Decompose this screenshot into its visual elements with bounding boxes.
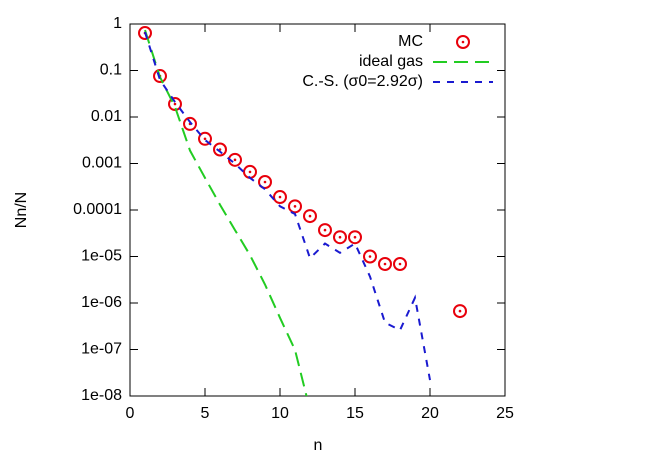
marker-dot (278, 195, 282, 199)
mc-point (213, 142, 227, 157)
marker-dot (173, 102, 177, 106)
mc-point (303, 209, 317, 224)
x-tick-label: 25 (496, 405, 514, 422)
y-tick-label: 0.01 (91, 108, 122, 125)
marker-ring (288, 199, 302, 214)
marker-ring (273, 190, 287, 205)
marker-dot (263, 180, 267, 184)
x-axis-label: n (314, 437, 323, 454)
legend-marker (456, 35, 470, 49)
marker-dot (248, 170, 252, 174)
mc-point (363, 249, 377, 264)
y-tick-label: 0.1 (100, 62, 122, 79)
plot-area (138, 26, 467, 396)
marker-ring (168, 97, 182, 112)
marker-dot (293, 205, 297, 208)
marker-dot (368, 255, 372, 258)
mc-point (333, 230, 347, 245)
marker-dot (233, 158, 237, 162)
legend-label: C.-S. (σ0=2.92σ) (302, 73, 423, 90)
y-tick-label: 1e-07 (81, 341, 122, 358)
mc-point (273, 190, 287, 205)
mc-point (318, 223, 332, 238)
mc-point (378, 256, 392, 271)
y-tick-label: 0.001 (82, 155, 122, 172)
marker-ring (393, 256, 407, 271)
mc-point (453, 304, 467, 319)
x-tick-label: 20 (421, 405, 439, 422)
marker-ring (213, 142, 227, 157)
legend-label: MC (398, 33, 423, 50)
marker-ring (363, 249, 377, 264)
legend-marker (461, 40, 465, 44)
marker-ring (318, 223, 332, 238)
marker-dot (323, 228, 327, 232)
marker-ring (198, 131, 212, 146)
marker-dot (338, 235, 342, 239)
mc-point (198, 131, 212, 146)
x-tick-label: 10 (271, 405, 289, 422)
marker-ring (453, 304, 467, 319)
y-tick-label: 1e-08 (81, 387, 122, 404)
mc-point (168, 97, 182, 112)
marker-ring (138, 26, 152, 41)
marker-ring (183, 116, 197, 131)
y-tick-label: 1 (113, 15, 122, 32)
mc-point (288, 199, 302, 214)
marker-dot (308, 214, 312, 218)
marker-dot (458, 309, 462, 313)
marker-ring (303, 209, 317, 224)
x-tick-label: 15 (346, 405, 364, 422)
marker-dot (398, 262, 402, 266)
x-tick-label: 5 (201, 405, 210, 422)
legend-label: ideal gas (359, 53, 423, 70)
x-tick-label: 0 (126, 405, 135, 422)
marker-dot (383, 262, 387, 266)
marker-dot (203, 137, 207, 141)
marker-ring (378, 256, 392, 271)
marker-dot (353, 235, 357, 239)
y-tick-label: 1e-06 (81, 294, 122, 311)
mc-point (243, 164, 257, 179)
marker-ring (153, 69, 167, 84)
mc-point (393, 256, 407, 271)
y-axis-label: Nn/N (13, 192, 30, 228)
marker-ring (348, 230, 362, 245)
marker-ring (333, 230, 347, 245)
y-tick-label: 1e-05 (81, 248, 122, 265)
mc-point (183, 116, 197, 131)
series-line (144, 29, 326, 396)
y-tick-label: 0.0001 (73, 201, 122, 218)
mc-point (348, 230, 362, 245)
series-line (144, 31, 431, 381)
